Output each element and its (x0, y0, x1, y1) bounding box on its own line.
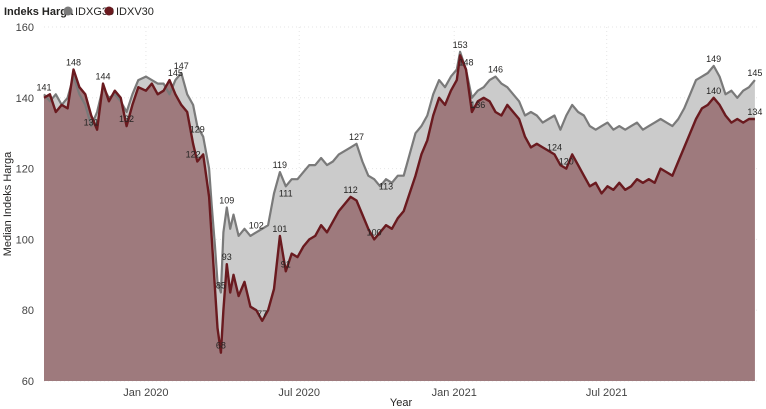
data-label: 122 (186, 150, 201, 160)
data-label: 91 (281, 259, 291, 269)
data-label: 153 (453, 40, 468, 50)
data-label: 131 (84, 118, 99, 128)
legend-label-idxv30[interactable]: IDXV30 (116, 6, 154, 18)
data-label: 145 (747, 68, 762, 78)
data-label: 146 (488, 65, 503, 75)
series-lines (43, 50, 756, 354)
data-label: 112 (343, 185, 357, 195)
legend: Indeks Harga IDXG30 IDXV30 (4, 6, 154, 18)
data-label: 144 (95, 72, 110, 82)
legend-title: Indeks Harga (4, 6, 74, 18)
y-tick-label: 160 (16, 22, 34, 34)
x-tick-label: Jul 2021 (586, 387, 628, 399)
data-label: 109 (219, 196, 234, 206)
data-label: 85 (216, 281, 226, 291)
data-label: 68 (216, 341, 226, 351)
data-label: 124 (547, 142, 562, 152)
x-axis-title: Year (390, 397, 413, 409)
y-tick-label: 100 (16, 234, 34, 246)
data-label: 147 (174, 61, 189, 71)
data-label: 136 (470, 100, 485, 110)
line-idxg30 (43, 50, 756, 294)
legend-label-idxg30[interactable]: IDXG30 (75, 6, 114, 18)
data-label: 149 (706, 54, 721, 64)
data-label: 140 (706, 86, 721, 96)
data-label: 102 (249, 220, 264, 230)
data-label: 145 (168, 68, 183, 78)
x-tick-label: Jan 2020 (123, 387, 168, 399)
y-axis-ticks: 60 80 100 120 140 160 (16, 22, 34, 388)
data-labels: 1411481311441321451471291221098593681027… (36, 40, 762, 351)
y-tick-label: 80 (22, 305, 34, 317)
data-label: 93 (222, 252, 232, 262)
x-axis-ticks: Jan 2020 Jul 2020 Jan 2021 Jul 2021 (123, 387, 627, 399)
data-label: 134 (747, 107, 762, 117)
y-axis-title: Median Indeks Harga (2, 151, 14, 256)
x-tick-label: Jan 2021 (432, 387, 477, 399)
area-idxv30 (44, 55, 755, 382)
data-label: 113 (379, 181, 393, 191)
data-label: 141 (36, 82, 51, 92)
data-label: 120 (559, 157, 574, 167)
y-tick-label: 120 (16, 164, 34, 176)
data-label: 148 (459, 57, 474, 67)
data-label: 132 (119, 114, 134, 124)
data-label: 77 (257, 309, 267, 319)
x-tick-label: Jul 2020 (278, 387, 320, 399)
data-label: 148 (66, 57, 81, 67)
legend-marker-idxv30 (104, 6, 114, 16)
data-label: 100 (367, 227, 382, 237)
y-tick-label: 60 (22, 376, 34, 388)
y-tick-label: 140 (16, 93, 34, 105)
data-label: 119 (273, 160, 287, 170)
data-label: 127 (349, 132, 364, 142)
line-idxv30 (43, 54, 755, 354)
data-label: 101 (272, 224, 287, 234)
data-label: 129 (190, 125, 205, 135)
data-label: 111 (279, 188, 293, 198)
legend-marker-idxg30 (63, 6, 73, 16)
